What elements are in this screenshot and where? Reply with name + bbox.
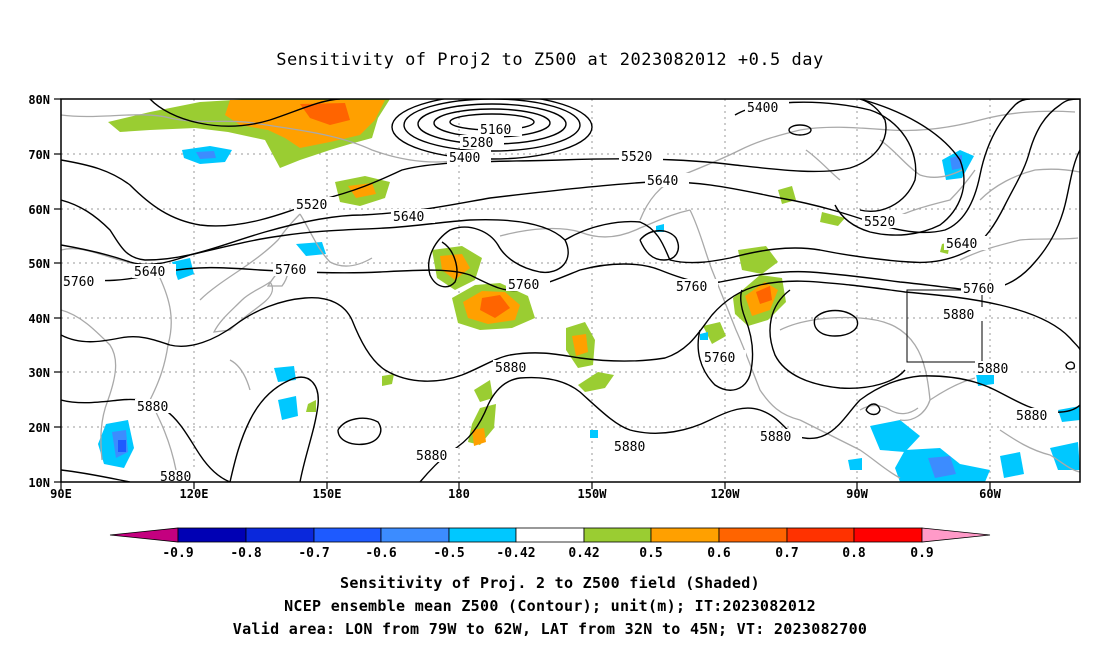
lat-label: 30N (28, 366, 50, 380)
contour-label: 5880 (614, 440, 645, 455)
lon-label: 90W (846, 487, 868, 501)
contour-label: 5520 (864, 215, 895, 230)
contour-label: 5760 (275, 263, 306, 278)
caption-line-3: Valid area: LON from 79W to 62W, LAT fro… (232, 620, 868, 638)
colorbar-label: 0.8 (842, 546, 866, 561)
colorbar-swatch (177, 527, 247, 543)
lat-label: 80N (28, 93, 50, 107)
contour-labels: 5400 5160 5280 5400 5520 5640 5520 5640 … (61, 101, 1058, 485)
contour-label: 5760 (704, 351, 735, 366)
colorbar-label: -0.9 (162, 546, 193, 561)
colorbar-label: 0.7 (775, 546, 798, 561)
contour-label: 5640 (647, 174, 678, 189)
lon-label: 150W (578, 487, 608, 501)
colorbar-label: -0.5 (433, 546, 464, 561)
shaded-sensitivity-negative (98, 146, 1080, 482)
axis-ticks (54, 98, 991, 489)
coastlines (61, 110, 1080, 479)
contour-label: 5400 (747, 101, 778, 116)
lon-label: 180 (448, 487, 470, 501)
contour-label: 5160 (480, 123, 511, 138)
z500-contours (61, 99, 1080, 482)
lat-label: 10N (28, 476, 50, 490)
colorbar-swatch (448, 527, 517, 543)
latitude-labels: 80N 70N 60N 50N 40N 30N 20N 10N (28, 93, 50, 490)
contour-label: 5640 (393, 210, 424, 225)
contour-label: 5400 (449, 151, 480, 166)
lon-label: 90E (50, 487, 72, 501)
lat-label: 50N (28, 257, 50, 271)
lat-label: 70N (28, 148, 50, 162)
contour-label: 5640 (946, 237, 977, 252)
colorbar-swatch (380, 527, 450, 543)
contour-label: 5520 (296, 198, 327, 213)
colorbar-label: 0.42 (568, 546, 599, 561)
colorbar (109, 527, 991, 543)
lon-label: 120E (180, 487, 209, 501)
colorbar-label: -0.8 (230, 546, 261, 561)
grid-lines (61, 99, 1080, 482)
plot-frame (60, 98, 1081, 483)
colorbar-swatch (515, 527, 585, 543)
contour-label: 5880 (416, 449, 447, 464)
caption-line-1: Sensitivity of Proj. 2 to Z500 field (Sh… (340, 574, 760, 592)
colorbar-label: -0.7 (298, 546, 329, 561)
lon-label: 120W (711, 487, 741, 501)
contour-label: 5760 (63, 275, 94, 290)
contour-label: 5880 (1016, 409, 1047, 424)
colorbar-label: -0.42 (496, 546, 535, 561)
contour-label: 5760 (676, 280, 707, 295)
colorbar-swatch (786, 527, 855, 543)
contour-label: 5880 (977, 362, 1008, 377)
contour-label: 5880 (760, 430, 791, 445)
valid-area-box (906, 289, 983, 363)
colorbar-swatch (853, 527, 923, 543)
lat-label: 20N (28, 421, 50, 435)
lat-label: 60N (28, 203, 50, 217)
contour-label: 5880 (137, 400, 168, 415)
colorbar-label: -0.6 (365, 546, 396, 561)
colorbar-swatch (583, 527, 652, 543)
colorbar-labels: -0.9 -0.8 -0.7 -0.6 -0.5 -0.42 0.42 0.5 … (162, 546, 933, 561)
caption-line-2: NCEP ensemble mean Z500 (Contour); unit(… (284, 597, 816, 615)
lat-label: 40N (28, 312, 50, 326)
contour-label: 5520 (621, 150, 652, 165)
contour-label: 5640 (134, 265, 165, 280)
contour-label: 5880 (943, 308, 974, 323)
colorbar-swatch (313, 527, 382, 543)
map-title: Sensitivity of Proj2 to Z500 at 20230820… (276, 50, 824, 70)
colorbar-swatch (245, 527, 315, 543)
lon-label: 150E (313, 487, 342, 501)
colorbar-label: 0.9 (910, 546, 933, 561)
colorbar-swatch (650, 527, 720, 543)
colorbar-label: 0.6 (707, 546, 731, 561)
contour-label: 5880 (160, 470, 191, 485)
longitude-labels: 90E 120E 150E 180 150W 120W 90W 60W (50, 487, 1001, 501)
colorbar-label: 0.5 (639, 546, 662, 561)
contour-label: 5880 (495, 361, 526, 376)
contour-label: 5760 (963, 282, 994, 297)
colorbar-high-triangle (921, 527, 991, 543)
lon-label: 60W (979, 487, 1001, 501)
contour-label: 5280 (462, 136, 493, 151)
colorbar-swatch (718, 527, 788, 543)
contour-label: 5760 (508, 278, 539, 293)
colorbar-low-triangle (109, 527, 179, 543)
